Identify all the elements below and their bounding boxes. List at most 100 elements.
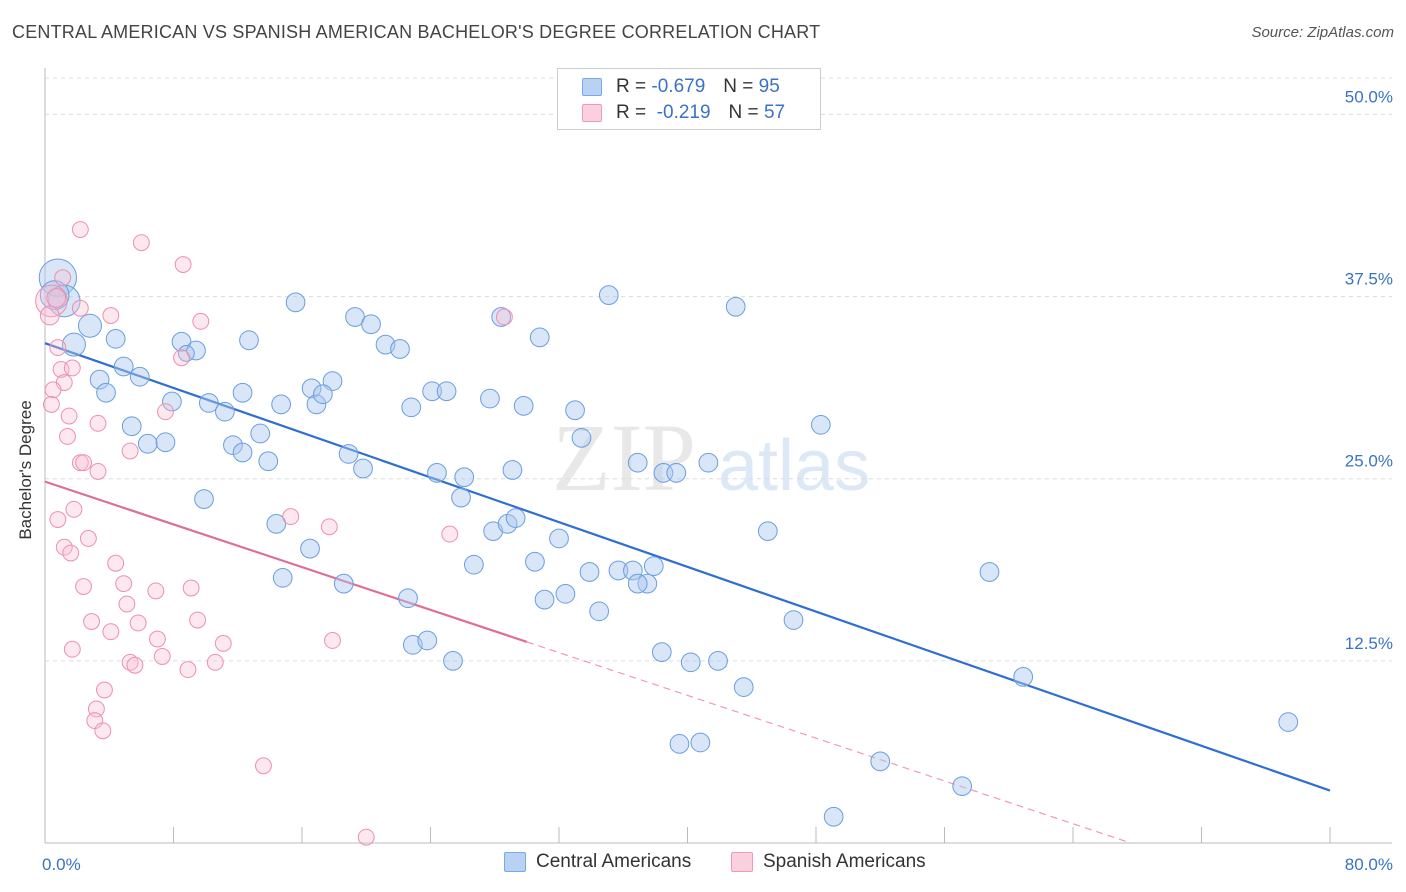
point-central-american	[129, 366, 150, 387]
point-spanish-american	[118, 595, 136, 613]
point-spanish-american	[62, 544, 80, 562]
point-central-american	[345, 307, 365, 327]
point-spanish-american	[89, 463, 107, 480]
point-central-american	[497, 514, 518, 534]
point-spanish-american	[71, 299, 89, 317]
point-central-american	[285, 292, 306, 313]
point-central-american	[464, 554, 484, 575]
point-spanish-american	[153, 648, 171, 665]
point-central-american	[733, 677, 754, 697]
bottom-legend-label-central: Central Americans	[536, 851, 692, 872]
point-central-american	[338, 444, 359, 464]
point-central-american	[783, 610, 804, 630]
point-central-american	[38, 258, 77, 297]
point-spanish-american	[54, 269, 72, 287]
point-central-american	[525, 551, 545, 572]
point-central-american	[186, 340, 206, 361]
point-spanish-american	[174, 256, 192, 273]
point-central-american	[390, 339, 410, 359]
legend-r-label: R =	[616, 102, 647, 123]
point-spanish-american	[102, 623, 120, 641]
point-spanish-american	[206, 653, 224, 671]
bottom-legend-swatch-blue	[504, 852, 526, 872]
legend-r-value: -0.219	[656, 102, 711, 123]
point-spanish-american	[107, 554, 125, 572]
bottom-legend-spanish: Spanish Americans	[731, 851, 926, 873]
point-central-american	[121, 416, 142, 437]
point-spanish-american	[49, 511, 67, 528]
point-central-american	[1013, 667, 1034, 687]
watermark-zip: ZIP	[552, 404, 696, 511]
point-spanish-american	[495, 308, 513, 326]
trend-line-spanish	[44, 480, 528, 643]
point-central-american	[690, 732, 711, 753]
point-central-american	[300, 538, 320, 559]
point-central-american	[258, 451, 279, 472]
point-spanish-american	[94, 722, 112, 740]
point-central-american	[401, 397, 422, 418]
point-central-american	[232, 442, 253, 463]
point-central-american	[239, 330, 259, 351]
point-central-american	[505, 508, 526, 528]
legend-n-value: 95	[758, 76, 780, 97]
point-central-american	[194, 489, 214, 509]
point-central-american	[680, 652, 701, 673]
y-axis-label: Bachelor's Degree	[16, 400, 35, 540]
legend-r-value: -0.679	[651, 76, 706, 97]
point-central-american	[361, 314, 381, 335]
point-central-american	[725, 296, 746, 317]
point-central-american	[698, 452, 719, 473]
point-central-american	[306, 394, 327, 415]
y-tick-label: 37.5%	[1345, 270, 1393, 289]
point-spanish-american	[441, 525, 459, 543]
point-central-american	[1278, 712, 1299, 732]
point-central-american	[870, 751, 891, 772]
point-central-american	[137, 433, 158, 454]
point-central-american	[810, 414, 831, 435]
point-central-american	[643, 556, 664, 577]
point-spanish-american	[71, 221, 89, 238]
point-central-american	[598, 285, 619, 305]
point-spanish-american	[102, 307, 120, 324]
point-spanish-american	[39, 305, 60, 326]
source-label: Source: ZipAtlas.com	[1251, 24, 1394, 41]
point-central-american	[171, 331, 192, 352]
point-central-american	[198, 393, 219, 413]
point-central-american	[422, 381, 442, 402]
point-central-american	[266, 514, 287, 534]
point-spanish-american	[357, 828, 375, 846]
point-spanish-american	[46, 288, 67, 308]
point-central-american	[952, 776, 973, 797]
point-central-american	[669, 734, 690, 754]
point-spanish-american	[60, 407, 78, 425]
point-central-american	[608, 560, 629, 581]
point-central-american	[353, 458, 373, 479]
point-central-american	[89, 369, 110, 390]
point-spanish-american	[79, 530, 97, 547]
trend-line-spanish-extension	[526, 641, 1132, 844]
y-tick-label: 12.5%	[1345, 634, 1393, 653]
point-spanish-american	[121, 442, 139, 460]
point-central-american	[627, 573, 648, 594]
legend-row-central: R = -0.679 N = 95	[582, 75, 780, 99]
point-central-american	[61, 332, 86, 357]
trend-lines	[44, 342, 1331, 844]
point-central-american	[979, 562, 1000, 582]
point-spanish-american	[173, 349, 190, 367]
y-tick-label: 50.0%	[1345, 87, 1393, 106]
point-spanish-american	[63, 359, 81, 377]
point-central-american	[250, 423, 271, 444]
data-points	[35, 221, 1299, 846]
point-spanish-american	[320, 518, 338, 536]
point-central-american	[77, 313, 102, 338]
point-central-american	[271, 394, 291, 415]
legend-n-label: N =	[728, 102, 759, 123]
watermark: ZIP atlas	[552, 404, 870, 511]
chart-title: CENTRAL AMERICAN VS SPANISH AMERICAN BAC…	[12, 22, 821, 42]
point-spanish-american	[75, 454, 92, 472]
point-spanish-american	[49, 339, 67, 357]
bottom-legend-central: Central Americans	[504, 851, 691, 873]
point-central-american	[708, 651, 728, 671]
point-spanish-american	[189, 611, 207, 629]
